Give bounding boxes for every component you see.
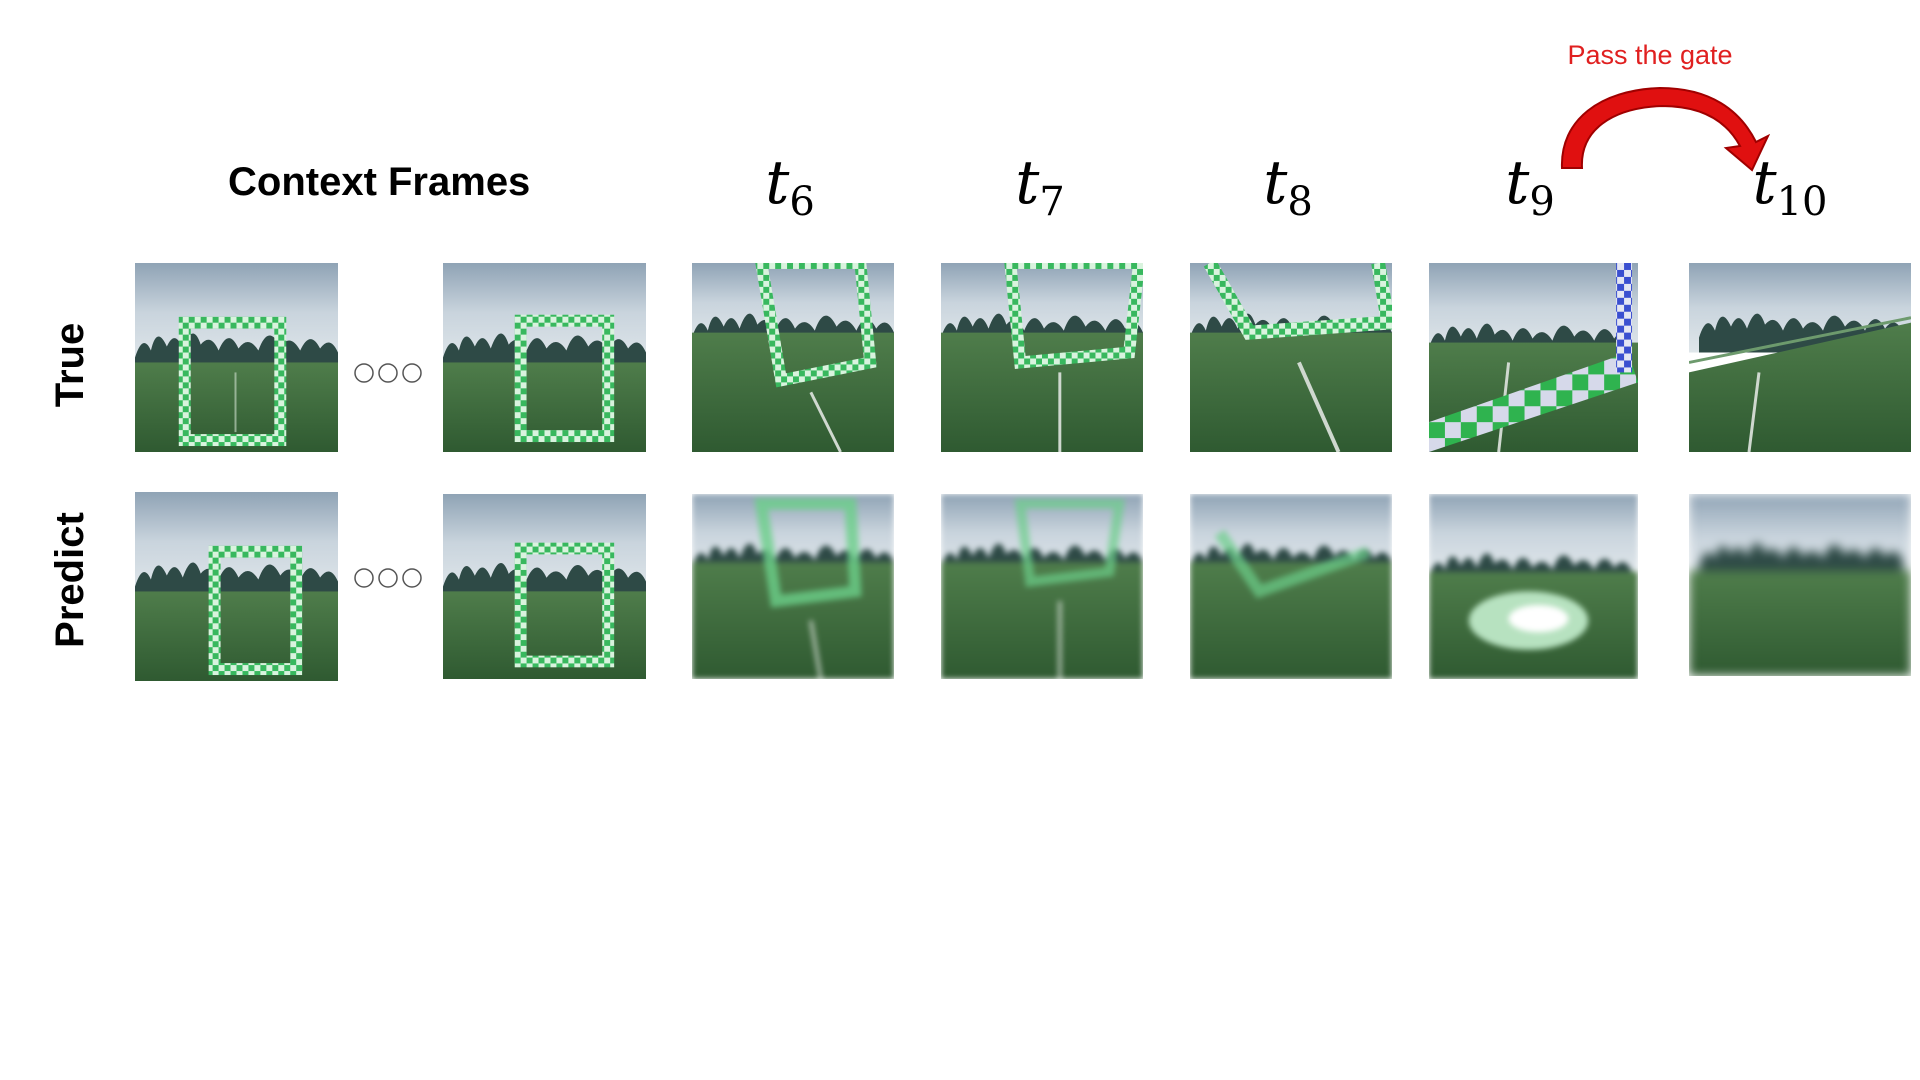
true-frame-t7 (941, 263, 1143, 452)
context-frames-label: Context Frames (228, 160, 531, 204)
predict-context-frame-1 (135, 492, 338, 681)
true-frame-t8 (1190, 263, 1392, 452)
time-label-t9: t9 (1505, 148, 1555, 225)
row-label-true: True (48, 322, 92, 408)
pass-gate-arrow-icon (1560, 86, 1770, 172)
true-frame-t9 (1429, 263, 1638, 452)
predict-context-frame-2 (443, 494, 646, 679)
predict-frame-t7 (941, 494, 1143, 679)
row-label-predict: Predict (48, 512, 92, 648)
true-frame-t6 (692, 263, 894, 452)
predict-frame-t6 (692, 494, 894, 679)
true-context-frame-1 (135, 263, 338, 452)
time-label-t8: t8 (1263, 148, 1313, 225)
true-frame-t10 (1689, 263, 1911, 452)
time-label-t7: t7 (1015, 148, 1065, 225)
predict-frame-t10 (1689, 494, 1911, 676)
ellipsis-icon (354, 568, 422, 588)
pass-gate-label: Pass the gate (1567, 40, 1733, 70)
time-label-t6: t6 (765, 148, 815, 225)
predict-frame-t8 (1190, 494, 1392, 679)
predict-frame-t9 (1429, 494, 1638, 679)
ellipsis-icon (354, 363, 422, 383)
true-context-frame-2 (443, 263, 646, 452)
